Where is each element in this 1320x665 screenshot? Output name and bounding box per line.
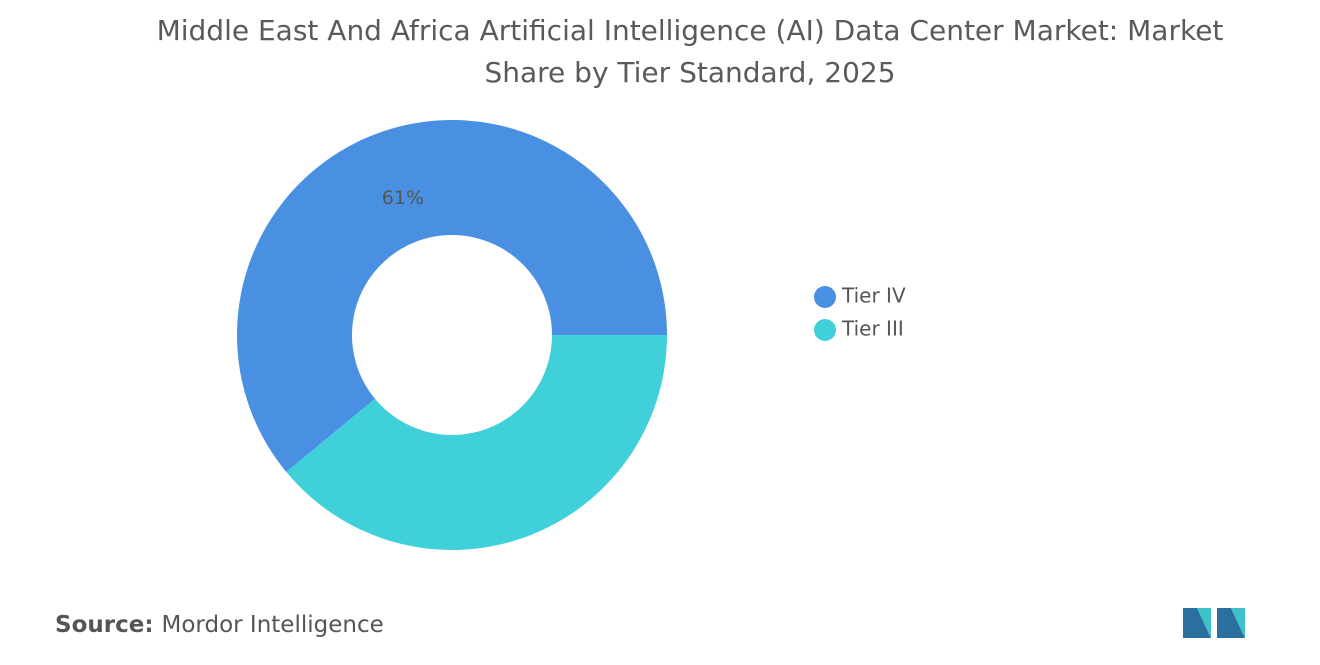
logo-shape	[1197, 608, 1211, 638]
legend-label: Tier IV	[841, 284, 906, 308]
chart-title: Middle East And Africa Artificial Intell…	[156, 14, 1224, 89]
source-name: Mordor Intelligence	[161, 612, 384, 638]
legend-label: Tier III	[841, 317, 904, 341]
source: Source: Mordor Intelligence	[55, 612, 384, 638]
donut-slice	[286, 335, 667, 550]
logo-shape	[1183, 608, 1211, 638]
logo	[1183, 608, 1245, 638]
legend-marker	[814, 286, 836, 308]
legend-marker	[814, 319, 836, 341]
donut-slice	[237, 120, 667, 473]
logo-shape	[1217, 608, 1245, 638]
logo-shape	[1231, 608, 1245, 638]
source-label: Source:	[55, 612, 154, 638]
data-label: 61%	[382, 187, 424, 209]
